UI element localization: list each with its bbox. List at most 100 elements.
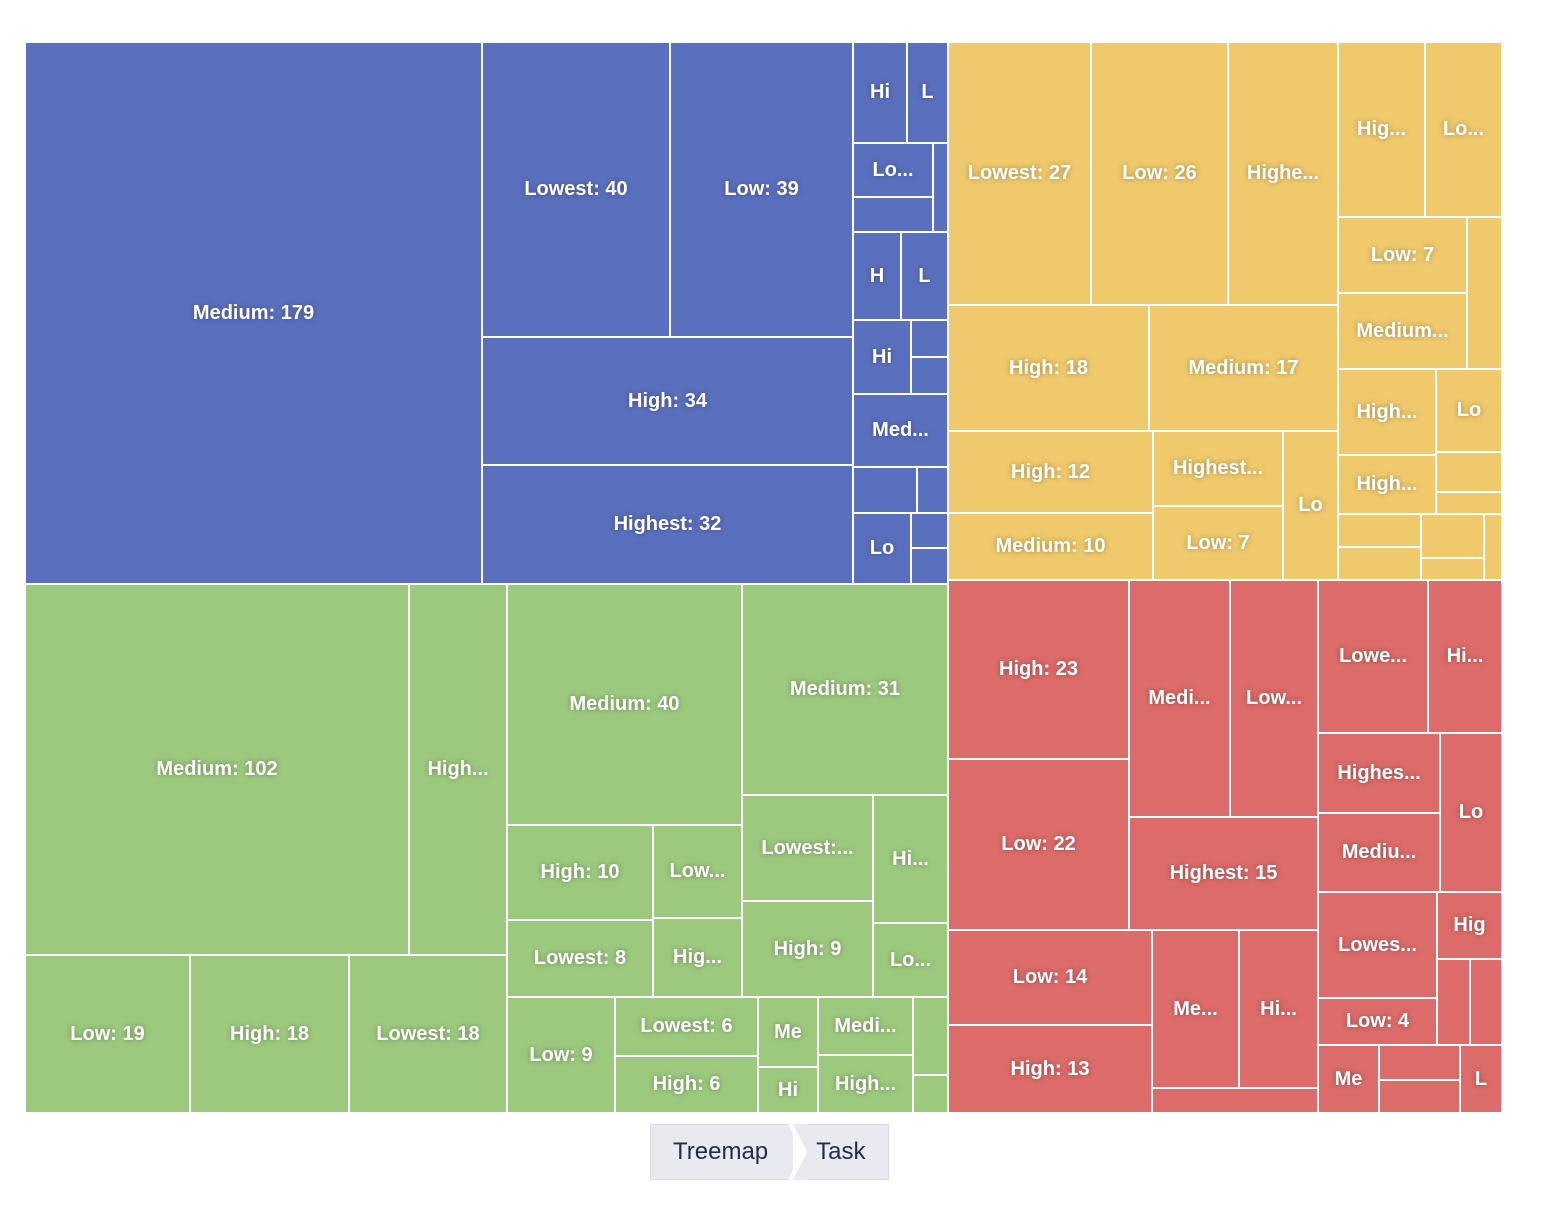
treemap-node-group4-unlabeled[interactable] bbox=[1379, 1045, 1460, 1080]
treemap-node-group4-highest[interactable]: Highest: 15 bbox=[1129, 817, 1318, 930]
treemap-node-group2-unlabeled[interactable] bbox=[1436, 452, 1502, 492]
treemap-node-group4-low[interactable]: Low... bbox=[1230, 580, 1318, 817]
treemap-node-group4-highest[interactable]: Highes... bbox=[1318, 733, 1440, 813]
treemap-node-group1-high[interactable]: Hi bbox=[853, 42, 907, 143]
treemap-node-group3-medium[interactable]: Medium: 40 bbox=[507, 584, 742, 825]
treemap-node-group4-low[interactable]: Lo bbox=[1440, 733, 1502, 892]
treemap-node-group4-medium[interactable]: Me... bbox=[1152, 930, 1239, 1088]
treemap-node-group2-high[interactable]: High... bbox=[1338, 369, 1436, 455]
treemap-node-group2-low[interactable]: Lo bbox=[1283, 431, 1338, 580]
treemap-node-group2-unlabeled[interactable] bbox=[1421, 514, 1484, 558]
treemap-node-group1-unlabeled[interactable] bbox=[911, 320, 948, 357]
treemap-node-group3-medium[interactable]: Me bbox=[758, 997, 818, 1067]
treemap-node-group1-highest[interactable]: Highest: 32 bbox=[482, 465, 853, 584]
treemap-node-group3-high[interactable]: High: 18 bbox=[190, 955, 349, 1113]
treemap-node-group3-medium[interactable]: Medium: 31 bbox=[742, 584, 948, 795]
treemap-node-group4-high[interactable]: High: 13 bbox=[948, 1025, 1152, 1113]
treemap-node-group3-high[interactable]: Hi... bbox=[873, 795, 948, 923]
treemap-node-label: Hi... bbox=[1260, 997, 1297, 1020]
treemap-node-group2-unlabeled[interactable] bbox=[1338, 547, 1421, 580]
treemap-node-group2-unlabeled[interactable] bbox=[1421, 558, 1484, 580]
treemap-node-group3-lowest[interactable]: Lowest: 18 bbox=[349, 955, 507, 1113]
treemap-node-group2-unlabeled[interactable] bbox=[1484, 514, 1502, 580]
treemap-node-group1-unlabeled[interactable] bbox=[911, 548, 948, 584]
treemap-node-group1-low[interactable]: Lo bbox=[853, 513, 911, 584]
treemap-node-label: Low: 7 bbox=[1370, 243, 1435, 266]
treemap-node-group4-high[interactable]: High: 23 bbox=[948, 580, 1129, 759]
treemap-node-group4-unlabeled[interactable] bbox=[1152, 1088, 1318, 1113]
treemap-node-group3-high[interactable]: High... bbox=[409, 584, 507, 955]
treemap-node-group2-low[interactable]: Low: 7 bbox=[1153, 506, 1283, 580]
treemap-node-group3-unlabeled[interactable] bbox=[913, 1075, 948, 1113]
treemap-node-group1-high[interactable]: High: 34 bbox=[482, 337, 853, 465]
treemap-node-group3-low[interactable]: Lo... bbox=[873, 923, 948, 997]
treemap-node-group1-unlabeled[interactable] bbox=[853, 197, 933, 232]
treemap-node-group4-unlabeled[interactable] bbox=[1470, 959, 1502, 1045]
treemap-node-group2-high[interactable]: High... bbox=[1338, 455, 1436, 514]
treemap-node-group2-low[interactable]: Lo... bbox=[1425, 42, 1502, 217]
breadcrumb-item-task[interactable]: Task bbox=[793, 1124, 889, 1180]
treemap-node-group2-low[interactable]: Low: 26 bbox=[1091, 42, 1228, 305]
treemap-node-group4-high[interactable]: Hig bbox=[1437, 892, 1502, 959]
treemap-node-group4-low[interactable]: L bbox=[1460, 1045, 1502, 1113]
treemap-node-group1-unlabeled[interactable] bbox=[853, 467, 917, 513]
treemap-node-group3-high[interactable]: High... bbox=[818, 1055, 913, 1113]
treemap-node-group2-lowest[interactable]: Lowest: 27 bbox=[948, 42, 1091, 305]
treemap-node-group1-unlabeled[interactable] bbox=[911, 357, 948, 394]
treemap-node-group3-unlabeled[interactable] bbox=[913, 997, 948, 1075]
treemap-node-group2-medium[interactable]: Medium... bbox=[1338, 293, 1467, 369]
treemap-node-group4-medium[interactable]: Mediu... bbox=[1318, 813, 1440, 892]
treemap-node-group2-highest[interactable]: Highe... bbox=[1228, 42, 1338, 305]
treemap-node-group4-low[interactable]: Low: 14 bbox=[948, 930, 1152, 1025]
treemap-node-group1-high[interactable]: Hi bbox=[853, 320, 911, 394]
treemap-node-group3-low[interactable]: Low: 9 bbox=[507, 997, 615, 1113]
treemap-node-group2-high[interactable]: High: 18 bbox=[948, 305, 1149, 431]
treemap-node-group4-medium[interactable]: Medi... bbox=[1129, 580, 1230, 817]
treemap-node-group1-low[interactable]: L bbox=[907, 42, 948, 143]
treemap-node-group3-medium[interactable]: Medi... bbox=[818, 997, 913, 1055]
treemap-node-group4-lowest[interactable]: Lowe... bbox=[1318, 580, 1428, 733]
treemap-node-group1-lowest[interactable]: Lowest: 40 bbox=[482, 42, 670, 337]
treemap-node-group1-medium[interactable]: Med... bbox=[853, 394, 948, 467]
treemap-node-group1-unlabeled[interactable] bbox=[911, 513, 948, 548]
treemap-node-group3-high[interactable]: High: 9 bbox=[742, 901, 873, 997]
treemap-node-group3-low[interactable]: Low: 19 bbox=[25, 955, 190, 1113]
treemap-node-group4-high[interactable]: Hi... bbox=[1239, 930, 1318, 1088]
treemap-node-group4-unlabeled[interactable] bbox=[1379, 1080, 1460, 1113]
treemap-node-group1-low[interactable]: Low: 39 bbox=[670, 42, 853, 337]
treemap-node-group1-high[interactable]: H bbox=[853, 232, 901, 320]
treemap-node-group2-unlabeled[interactable] bbox=[1467, 217, 1502, 369]
treemap-node-group3-medium[interactable]: Medium: 102 bbox=[25, 584, 409, 955]
treemap-node-group3-high[interactable]: High: 6 bbox=[615, 1056, 758, 1113]
treemap-node-label: Lo bbox=[1298, 494, 1323, 516]
treemap-node-group1-low[interactable]: L bbox=[901, 232, 948, 320]
treemap-node-group3-lowest[interactable]: Lowest: 8 bbox=[507, 920, 653, 997]
treemap-node-group3-lowest[interactable]: Lowest:... bbox=[742, 795, 873, 901]
treemap-node-group4-high[interactable]: Hi... bbox=[1428, 580, 1502, 733]
treemap-node-group4-lowest[interactable]: Lowes... bbox=[1318, 892, 1437, 998]
treemap-node-group1-medium[interactable]: Medium: 179 bbox=[25, 42, 482, 584]
treemap-node-group2-medium[interactable]: Medium: 17 bbox=[1149, 305, 1338, 431]
treemap-node-group2-high[interactable]: High: 12 bbox=[948, 431, 1153, 513]
treemap-node-label: Highe... bbox=[1246, 162, 1320, 184]
treemap-node-group4-low[interactable]: Low: 22 bbox=[948, 759, 1129, 930]
breadcrumb-item-treemap[interactable]: Treemap bbox=[650, 1124, 803, 1180]
treemap-node-group1-unlabeled[interactable] bbox=[917, 467, 948, 513]
treemap-node-group1-unlabeled[interactable] bbox=[933, 143, 948, 232]
treemap-node-group3-high[interactable]: Hig... bbox=[653, 918, 742, 997]
treemap-node-group1-low[interactable]: Lo... bbox=[853, 143, 933, 197]
treemap-node-group3-high[interactable]: High: 10 bbox=[507, 825, 653, 920]
treemap-node-group4-medium[interactable]: Me bbox=[1318, 1045, 1379, 1113]
treemap-node-group2-high[interactable]: Hig... bbox=[1338, 42, 1425, 217]
treemap-node-group3-low[interactable]: Low... bbox=[653, 825, 742, 918]
treemap-node-group2-medium[interactable]: Medium: 10 bbox=[948, 513, 1153, 580]
treemap-node-group4-low[interactable]: Low: 4 bbox=[1318, 998, 1437, 1045]
treemap-node-group2-low[interactable]: Lo bbox=[1436, 369, 1502, 452]
treemap-node-group4-unlabeled[interactable] bbox=[1437, 959, 1470, 1045]
treemap-node-group2-low[interactable]: Low: 7 bbox=[1338, 217, 1467, 293]
treemap-node-group2-unlabeled[interactable] bbox=[1436, 492, 1502, 514]
treemap-node-group3-high[interactable]: Hi bbox=[758, 1067, 818, 1113]
treemap-node-group2-unlabeled[interactable] bbox=[1338, 514, 1421, 547]
treemap-node-group2-highest[interactable]: Highest... bbox=[1153, 431, 1283, 506]
treemap-node-group3-lowest[interactable]: Lowest: 6 bbox=[615, 997, 758, 1056]
